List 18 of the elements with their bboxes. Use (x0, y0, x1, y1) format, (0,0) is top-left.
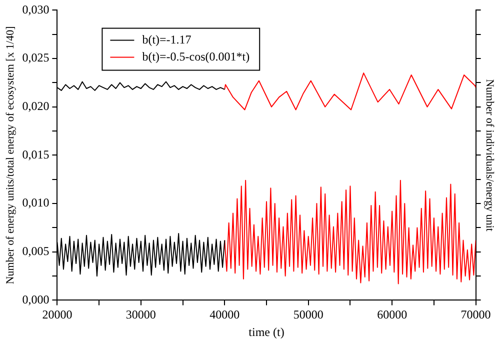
y-tick-label: 0,030 (22, 2, 50, 16)
x-tick-label: 30000 (126, 308, 156, 322)
y-tick-label: 0,025 (22, 50, 50, 65)
y-axis-title: Number of energy units/total energy of ecosystem [x 1/40] (4, 26, 16, 284)
y2-axis-title: Number of individuals/energy unit (484, 79, 496, 232)
y-tick-label: 0,020 (22, 99, 50, 114)
x-tick-label: 60000 (377, 308, 408, 322)
y-tick-label: 0,005 (22, 244, 50, 258)
x-tick-label: 50000 (293, 308, 324, 322)
legend-label: b(t)=-1.17 (142, 32, 192, 46)
y-tick-label: 0,000 (22, 292, 50, 306)
x-axis-title: time (t) (248, 324, 284, 339)
legend-label: b(t)=-0.5-cos(0.001*t) (142, 49, 250, 64)
x-tick-label: 70000 (460, 308, 491, 322)
x-tick-label: 20000 (42, 308, 72, 322)
y-tick-label: 0,015 (22, 147, 50, 162)
y-tick-label: 0,010 (22, 196, 50, 210)
x-tick-label: 40000 (210, 308, 240, 322)
